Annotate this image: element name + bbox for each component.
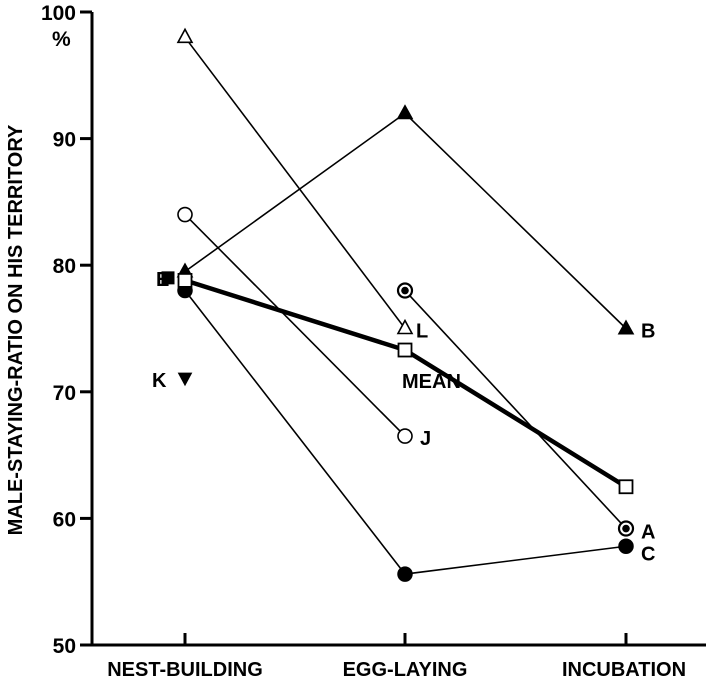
series-label-l: L bbox=[416, 321, 428, 343]
y-tick-label-60: 60 bbox=[53, 508, 76, 531]
marker-c-1 bbox=[397, 566, 413, 582]
marker-j-0 bbox=[177, 206, 193, 223]
series-label-k: K bbox=[152, 370, 167, 392]
marker-mean-0 bbox=[177, 272, 193, 288]
marker-e-0 bbox=[161, 271, 175, 285]
x-category-label-0: NEST-BUILDING bbox=[107, 659, 263, 681]
series-label-c: C bbox=[641, 543, 655, 565]
marker-c-2 bbox=[618, 538, 634, 555]
y-tick-label-50: 50 bbox=[53, 635, 76, 658]
axes bbox=[90, 12, 706, 647]
marker-mean-1 bbox=[397, 342, 413, 358]
marker-a-2 bbox=[617, 520, 635, 537]
x-category-label-2: INCUBATION bbox=[562, 659, 686, 681]
marker-j-1 bbox=[397, 428, 413, 444]
series-line-j bbox=[184, 213, 406, 437]
series-markers bbox=[161, 27, 635, 582]
series-line-l bbox=[184, 36, 406, 329]
series-label-j: J bbox=[420, 428, 431, 450]
series-labels: A B C E J K L MEAN bbox=[152, 269, 655, 565]
marker-l-0 bbox=[176, 27, 194, 44]
marker-k-0 bbox=[177, 372, 193, 387]
series-label-e: E bbox=[156, 269, 169, 291]
y-tick-label-80: 80 bbox=[53, 255, 76, 278]
series-label-a: A bbox=[641, 522, 655, 544]
marker-a-1 bbox=[396, 282, 414, 299]
marker-b-2 bbox=[617, 319, 635, 335]
marker-b-1 bbox=[396, 104, 414, 120]
series-label-b: B bbox=[641, 321, 655, 343]
marker-l-1 bbox=[396, 318, 414, 335]
x-category-label-1: EGG-LAYING bbox=[343, 659, 468, 681]
y-unit-label: % bbox=[52, 28, 71, 51]
series-line-a bbox=[404, 289, 627, 530]
x-ticks: NEST-BUILDING EGG-LAYING INCUBATION bbox=[107, 633, 686, 681]
y-ticks: 50 60 70 80 90 100 bbox=[41, 2, 92, 658]
y-tick-label-100: 100 bbox=[41, 2, 76, 25]
marker-mean-2 bbox=[618, 479, 634, 495]
y-tick-label-70: 70 bbox=[53, 382, 76, 405]
y-axis-label: MALE-STAYING-RATIO ON HIS TERRITORY bbox=[5, 124, 27, 535]
series-label-mean: MEAN bbox=[402, 371, 461, 393]
y-tick-label-90: 90 bbox=[53, 129, 76, 152]
